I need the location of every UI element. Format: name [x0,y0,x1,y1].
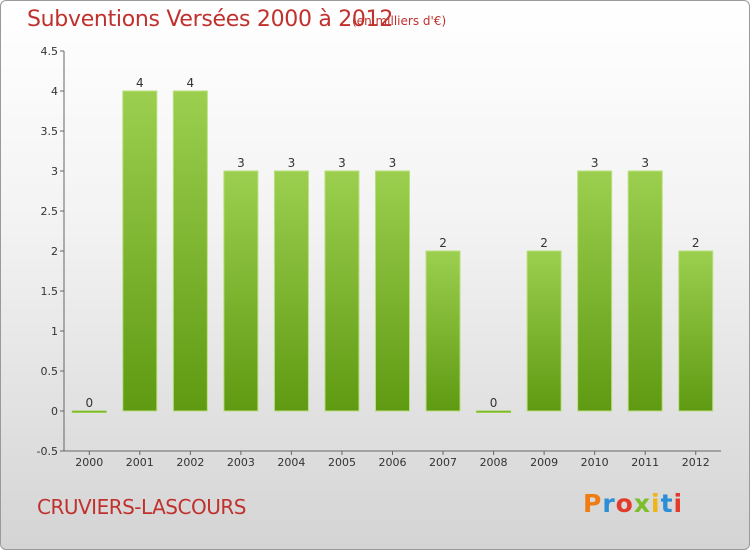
bar [223,170,259,412]
bar [627,170,663,412]
x-tick-label: 2000 [75,456,103,469]
y-tick-label: 2.5 [41,205,59,218]
bar-value-label: 4 [187,76,195,90]
bar-value-label: 3 [338,156,346,170]
chart-subtitle: (en milliers d'€) [352,14,447,28]
x-tick-label: 2001 [126,456,154,469]
bar [273,170,309,412]
x-tick-label: 2012 [682,456,710,469]
bar-value-label: 3 [389,156,397,170]
x-tick-label: 2011 [631,456,659,469]
y-tick-label: -0.5 [37,445,58,458]
bar [526,250,562,412]
bar [375,170,410,412]
bar [678,250,714,412]
y-tick-label: 4 [51,85,58,98]
y-tick-label: 0 [51,405,58,418]
y-tick-label: 0.5 [41,365,59,378]
y-tick-label: 1.5 [41,285,59,298]
bar-value-label: 2 [692,236,700,250]
x-tick-label: 2009 [530,456,558,469]
bar [425,250,461,412]
x-tick-label: 2005 [328,456,356,469]
commune-name: CRUVIERS-LASCOURS [37,495,246,519]
logo-letter: r [602,489,616,518]
logo-letter: i [673,489,684,518]
x-tick-label: 2007 [429,456,457,469]
bar-value-label: 3 [237,156,245,170]
y-tick-label: 4.5 [41,45,59,58]
x-tick-label: 2003 [227,456,255,469]
bar-value-label: 3 [641,156,649,170]
x-tick-label: 2004 [277,456,305,469]
bar-value-label: 2 [540,236,548,250]
bar [324,170,360,412]
logo-letter: t [660,489,674,518]
x-tick-label: 2002 [176,456,204,469]
bar-value-label: 4 [136,76,144,90]
x-tick-label: 2008 [480,456,508,469]
logo-letter: i [651,489,661,518]
logo-letter: o [615,489,634,518]
bar [577,170,613,412]
y-tick-label: 2 [51,245,58,258]
bar [172,90,208,412]
y-tick-label: 3.5 [41,125,59,138]
bar [71,410,107,413]
x-tick-label: 2010 [581,456,609,469]
y-tick-label: 3 [51,165,58,178]
logo-letter: x [633,489,651,518]
bar-value-label: 2 [439,236,447,250]
proxiti-logo[interactable]: Proxiti [583,489,683,518]
y-tick-label: 1 [51,325,58,338]
bar-value-label: 3 [288,156,296,170]
bar-value-label: 3 [591,156,599,170]
bar [122,90,158,412]
x-tick-label: 2006 [379,456,407,469]
chart-title: Subventions Versées 2000 à 2012 [27,7,394,32]
bar-value-label: 0 [85,396,93,410]
bar [476,410,512,413]
logo-letter: P [583,489,603,518]
bar-value-label: 0 [490,396,498,410]
